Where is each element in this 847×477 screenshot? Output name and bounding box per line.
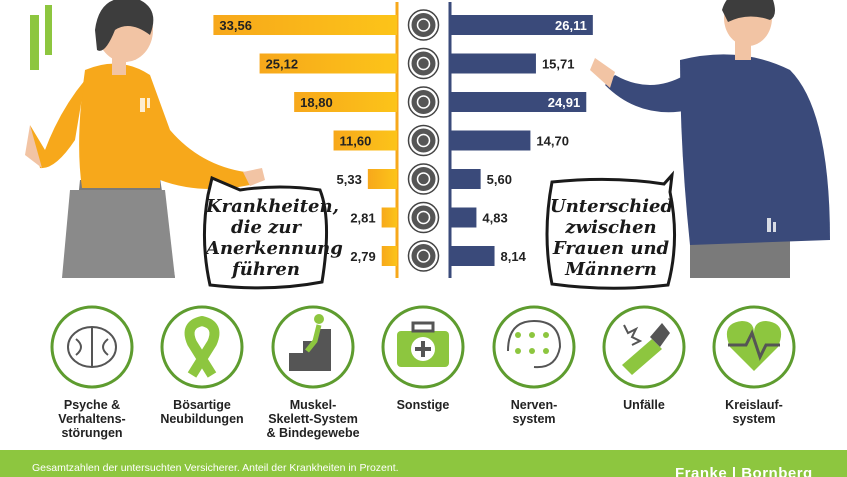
category-ribbon-icon	[160, 305, 244, 389]
bar-left-5	[381, 207, 397, 228]
category-nerve-circuit-icon	[492, 305, 576, 389]
cast-icon	[407, 201, 440, 234]
category-first-aid-kit-icon	[381, 305, 465, 389]
bar-right-label-2: 24,91	[548, 95, 581, 110]
stairs-icon	[407, 86, 440, 118]
bar-left-label-6: 2,79	[350, 249, 375, 264]
decor-bar-2	[45, 5, 52, 55]
bar-left-label-1: 25,12	[266, 57, 299, 72]
man-figure	[590, 0, 830, 278]
decor-bar-1	[30, 15, 39, 70]
ribbon-icon	[407, 47, 440, 80]
category-cast-icon	[602, 305, 686, 389]
bar-right-1	[450, 53, 536, 74]
bar-right-label-1: 15,71	[542, 57, 575, 72]
bar-left-6	[381, 246, 397, 266]
category-icons	[50, 305, 796, 389]
bar-right-6	[450, 246, 495, 266]
brand-logo: Franke | Bornberg	[675, 465, 813, 477]
category-stairs-icon	[271, 305, 355, 389]
bar-right-0	[450, 15, 593, 35]
category-label-6: Kreislauf- system	[725, 398, 783, 426]
footer: Gesamtzahlen der untersuchten Versichere…	[0, 450, 847, 477]
category-label-2: Muskel- Skelett-System & Bindegewebe	[266, 398, 360, 440]
footer-note: Gesamtzahlen der untersuchten Versichere…	[32, 462, 399, 474]
bar-left-1	[259, 53, 397, 74]
illustration: 33,56 26,11 25,12 15,71 18,80 24,91 11,60 14,70…	[25, 0, 830, 389]
bar-left-label-4: 5,33	[337, 172, 362, 187]
bar-right-2	[450, 92, 587, 112]
bar-right-5	[450, 207, 477, 228]
bar-right-label-0: 26,11	[555, 18, 587, 33]
bar-left-label-0: 33,56	[219, 18, 252, 33]
woman-figure	[25, 0, 265, 278]
brain-icon	[407, 9, 440, 41]
category-heart-pulse-icon	[712, 305, 796, 389]
bar-chart: 33,56 26,11 25,12 15,71 18,80 24,91 11,60 14,70…	[213, 2, 593, 278]
category-brain-icon	[50, 305, 134, 389]
bar-right-3	[450, 130, 531, 151]
bar-left-3	[333, 130, 397, 151]
bar-left-label-2: 18,80	[300, 95, 333, 110]
heart-pulse-icon	[407, 240, 440, 272]
bubble-left-text: Krankheiten, die zur Anerkennung führen	[206, 196, 343, 280]
bar-left-4	[367, 169, 397, 189]
bar-right-label-3: 14,70	[536, 134, 569, 149]
bar-right-label-4: 5,60	[487, 172, 512, 187]
bar-left-0	[213, 15, 397, 35]
bar-right-4	[450, 169, 481, 189]
bar-left-2	[294, 92, 397, 112]
category-label-0: Psyche & Verhaltens- störungen	[58, 398, 126, 440]
category-label-3: Sonstige	[396, 398, 450, 412]
bubble-left-shape	[202, 175, 328, 290]
first-aid-kit-icon	[407, 124, 440, 157]
category-label-1: Bösartige Neubildungen	[160, 398, 244, 426]
bar-right-label-6: 8,14	[501, 249, 527, 264]
bubble-right-text: Unterschied zwischen Frauen und Männern	[550, 196, 674, 280]
bubble-right-shape	[545, 170, 676, 290]
category-label-5: Unfälle	[623, 398, 665, 412]
bar-right-label-5: 4,83	[482, 211, 507, 226]
bar-left-label-5: 2,81	[350, 211, 375, 226]
bar-left-label-3: 11,60	[340, 134, 372, 149]
category-label-4: Nerven- system	[510, 398, 558, 426]
nerve-circuit-icon	[407, 163, 440, 195]
